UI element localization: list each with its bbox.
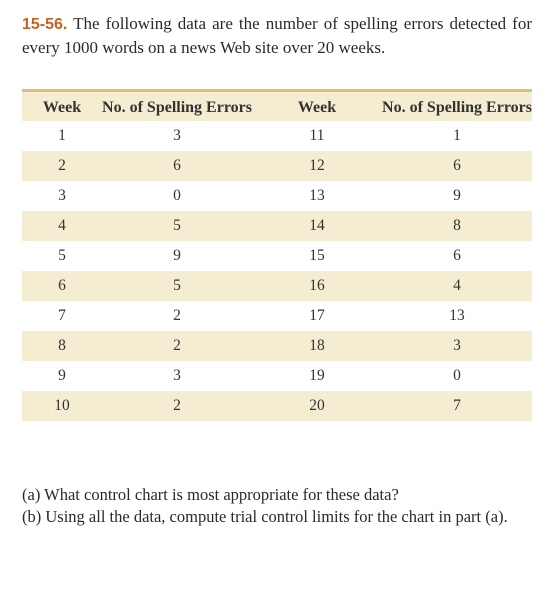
problem-number: 15-56. — [22, 16, 68, 33]
errors-cell: 0 — [173, 187, 181, 204]
errors-cell: 8 — [453, 217, 461, 234]
week-cell: 1 — [58, 127, 66, 144]
table-row: 1 3 11 1 — [22, 121, 532, 151]
table-row: 8 2 18 3 — [22, 331, 532, 361]
week-cell: 11 — [309, 127, 325, 144]
errors-cell: 7 — [453, 397, 461, 414]
header-week-2: Week — [297, 99, 337, 116]
errors-cell: 3 — [173, 127, 181, 144]
errors-cell: 5 — [173, 277, 181, 294]
errors-cell: 9 — [173, 247, 181, 264]
week-cell: 4 — [58, 217, 66, 234]
errors-cell: 13 — [449, 307, 465, 324]
question-a-text: What control chart is most appropriate f… — [44, 485, 399, 504]
table-row: 7 2 17 13 — [22, 301, 532, 331]
spelling-errors-table: Week No. of Spelling Errors Week No. of … — [22, 92, 532, 421]
header-errors-2: No. of Spelling Errors — [382, 99, 532, 116]
week-cell: 16 — [309, 277, 325, 294]
table-row: 2 6 12 6 — [22, 151, 532, 181]
week-cell: 2 — [58, 157, 66, 174]
week-cell: 8 — [58, 337, 66, 354]
errors-cell: 2 — [173, 397, 181, 414]
errors-cell: 2 — [173, 307, 181, 324]
question-b: (b) Using all the data, compute trial co… — [22, 506, 532, 528]
table-row: 6 5 16 4 — [22, 271, 532, 301]
table-row: 5 9 15 6 — [22, 241, 532, 271]
table-row: 10 2 20 7 — [22, 391, 532, 421]
week-cell: 5 — [58, 247, 66, 264]
questions-list: (a) What control chart is most appropria… — [22, 484, 532, 528]
errors-cell: 6 — [453, 157, 461, 174]
question-a-label: (a) — [22, 485, 41, 504]
table-row: 3 0 13 9 — [22, 181, 532, 211]
week-cell: 3 — [58, 187, 66, 204]
problem-statement: 15-56. The following data are the number… — [22, 12, 532, 59]
week-cell: 10 — [54, 397, 70, 414]
week-cell: 9 — [58, 367, 66, 384]
week-cell: 12 — [309, 157, 325, 174]
errors-cell: 9 — [453, 187, 461, 204]
table-row: 9 3 19 0 — [22, 361, 532, 391]
errors-cell: 3 — [173, 367, 181, 384]
errors-cell: 0 — [453, 367, 461, 384]
header-errors-1: No. of Spelling Errors — [102, 99, 252, 116]
week-cell: 7 — [58, 307, 66, 324]
week-cell: 19 — [309, 367, 325, 384]
question-a: (a) What control chart is most appropria… — [22, 484, 532, 506]
errors-cell: 3 — [453, 337, 461, 354]
week-cell: 17 — [309, 307, 325, 324]
errors-cell: 5 — [173, 217, 181, 234]
week-cell: 20 — [309, 397, 325, 414]
errors-cell: 2 — [173, 337, 181, 354]
week-cell: 14 — [309, 217, 325, 234]
question-b-label: (b) — [22, 507, 42, 526]
week-cell: 6 — [58, 277, 66, 294]
errors-cell: 6 — [453, 247, 461, 264]
table-row: 4 5 14 8 — [22, 211, 532, 241]
question-b-text: Using all the data, compute trial contro… — [45, 507, 508, 526]
table-header-row: Week No. of Spelling Errors Week No. of … — [22, 92, 532, 121]
errors-cell: 1 — [453, 127, 461, 144]
data-table-container: Week No. of Spelling Errors Week No. of … — [22, 89, 532, 421]
week-cell: 13 — [309, 187, 325, 204]
week-cell: 18 — [309, 337, 325, 354]
table-body: 1 3 11 1 2 6 12 6 3 0 13 9 4 5 14 8 5 9 15 6 6 5 16 4 7 2 17 13 8 2 18… — [22, 121, 532, 421]
errors-cell: 6 — [173, 157, 181, 174]
week-cell: 15 — [309, 247, 325, 264]
problem-text: The following data are the number of spe… — [22, 14, 532, 57]
header-week-1: Week — [42, 99, 82, 116]
errors-cell: 4 — [453, 277, 461, 294]
